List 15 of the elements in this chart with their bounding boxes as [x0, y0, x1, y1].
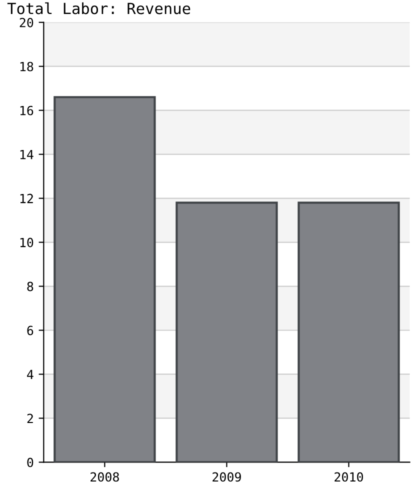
y-tick-label: 2 [27, 414, 33, 424]
x-tick-label: 2009 [212, 472, 241, 482]
y-tick-label: 14 [20, 150, 34, 160]
y-tick-label: 18 [20, 62, 34, 72]
x-tick-label: 2010 [334, 472, 363, 482]
x-tick-label: 2008 [90, 472, 119, 482]
y-tick-label: 10 [20, 238, 34, 248]
y-tick-label: 0 [27, 458, 34, 468]
y-tick-label: 12 [20, 194, 33, 204]
chart-title: Total Labor: Revenue [7, 2, 190, 14]
y-tick-label: 6 [27, 326, 34, 336]
y-tick-label: 16 [20, 106, 34, 116]
y-tick-label: 4 [27, 370, 34, 380]
y-tick-label: 8 [27, 282, 34, 292]
y-tick-label: 20 [20, 18, 34, 28]
